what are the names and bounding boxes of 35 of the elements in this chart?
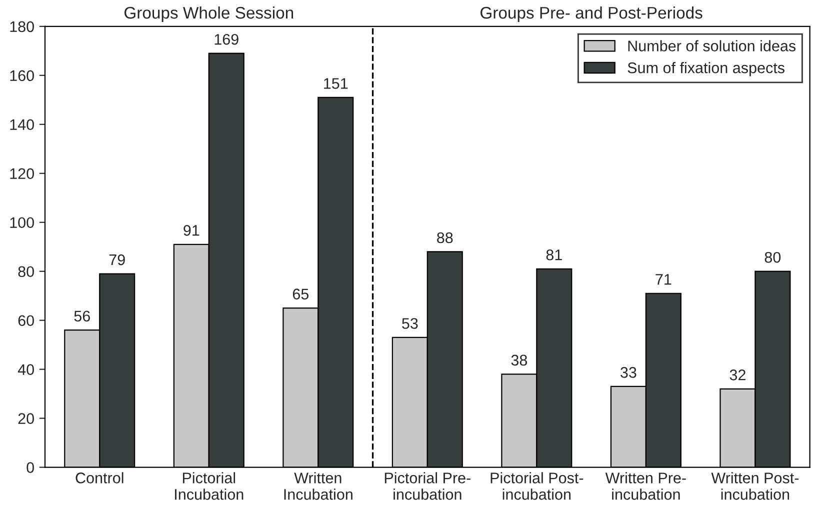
data-label: 88 bbox=[437, 232, 453, 244]
data-label: 79 bbox=[109, 254, 125, 266]
y-tick-label: 20 bbox=[18, 413, 34, 424]
data-label: 38 bbox=[511, 354, 528, 366]
y-tick-label: 40 bbox=[18, 364, 34, 375]
y-tick-label: 100 bbox=[10, 217, 34, 228]
y-tick-label: 160 bbox=[10, 70, 34, 82]
x-tick-label: Pictorial Incubation bbox=[175, 472, 244, 500]
y-tick-label: 0 bbox=[26, 462, 34, 473]
data-label: 53 bbox=[402, 318, 418, 329]
y-tick-label: 80 bbox=[18, 266, 34, 278]
legend-label: Number of solution ideas bbox=[628, 40, 796, 52]
y-tick-label: 180 bbox=[10, 21, 34, 32]
x-tick-label: Written Incubation bbox=[284, 472, 352, 500]
y-tick-label: 140 bbox=[10, 119, 34, 130]
x-tick-label: Control bbox=[76, 472, 124, 484]
data-label: 32 bbox=[730, 370, 746, 380]
x-tick-label: Written Post- incubation bbox=[711, 472, 799, 500]
data-label: 91 bbox=[184, 224, 200, 236]
x-tick-label: Pictorial Post- incubation bbox=[490, 472, 584, 500]
data-label: 33 bbox=[620, 367, 636, 378]
text: Groups Whole Session bbox=[124, 6, 294, 22]
text: Groups Pre- and Post-Periods bbox=[480, 6, 702, 22]
data-label: 65 bbox=[292, 288, 309, 300]
y-tick-label: 120 bbox=[10, 168, 34, 180]
x-tick-label: Written Pre- incubation bbox=[605, 472, 686, 500]
y-tick-label: 60 bbox=[18, 315, 34, 326]
data-label: 151 bbox=[324, 78, 348, 89]
data-label: 81 bbox=[546, 249, 562, 260]
legend-label: Sum of fixation aspects bbox=[628, 62, 784, 76]
data-label: 71 bbox=[656, 274, 672, 285]
data-label: 80 bbox=[764, 252, 781, 263]
data-label: 169 bbox=[214, 34, 238, 45]
data-label: 56 bbox=[74, 310, 90, 322]
x-tick-label: Pictorial Pre- incubation bbox=[384, 472, 470, 500]
